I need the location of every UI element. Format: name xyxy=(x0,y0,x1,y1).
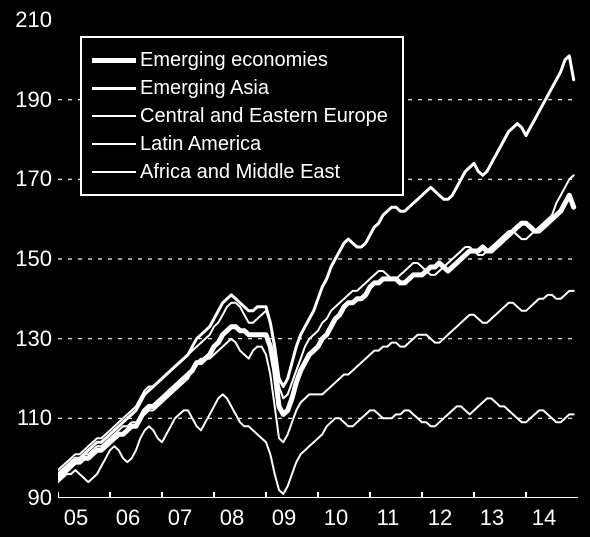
legend-label: Emerging Asia xyxy=(140,77,269,100)
x-tick-label: 07 xyxy=(168,505,192,531)
legend-item: Central and Eastern Europe xyxy=(92,102,388,130)
legend-item: Emerging economies xyxy=(92,46,388,74)
y-tick-label: 190 xyxy=(15,87,52,113)
x-tick-label: 08 xyxy=(220,505,244,531)
legend-label: Emerging economies xyxy=(140,49,328,72)
legend-label: Latin America xyxy=(140,133,261,156)
x-tick-label: 10 xyxy=(324,505,348,531)
y-tick-label: 90 xyxy=(28,485,52,511)
x-tick-label: 14 xyxy=(532,505,556,531)
legend: Emerging economies Emerging Asia Central a… xyxy=(80,36,404,196)
y-tick-label: 110 xyxy=(17,405,52,431)
x-tick-label: 05 xyxy=(64,505,88,531)
y-tick-label: 150 xyxy=(15,246,52,272)
line-chart: Emerging economies Emerging Asia Central a… xyxy=(0,0,590,537)
x-tick-label: 11 xyxy=(377,505,400,531)
y-tick-label: 130 xyxy=(15,326,52,352)
legend-swatch xyxy=(92,58,136,63)
legend-swatch xyxy=(92,171,136,173)
x-tick-label: 13 xyxy=(480,505,504,531)
legend-item: Latin America xyxy=(92,130,388,158)
x-tick-label: 06 xyxy=(116,505,140,531)
series-line xyxy=(58,195,574,478)
y-tick-label: 210 xyxy=(15,7,52,33)
legend-item: Emerging Asia xyxy=(92,74,388,102)
x-tick-label: 12 xyxy=(428,505,452,531)
y-tick-label: 170 xyxy=(15,166,52,192)
x-tick-label: 09 xyxy=(272,505,296,531)
legend-label: Central and Eastern Europe xyxy=(140,105,388,128)
legend-item: Africa and Middle East xyxy=(92,158,388,186)
legend-label: Africa and Middle East xyxy=(140,161,340,184)
legend-swatch xyxy=(92,143,136,145)
legend-swatch xyxy=(92,115,136,117)
legend-swatch xyxy=(92,87,136,90)
